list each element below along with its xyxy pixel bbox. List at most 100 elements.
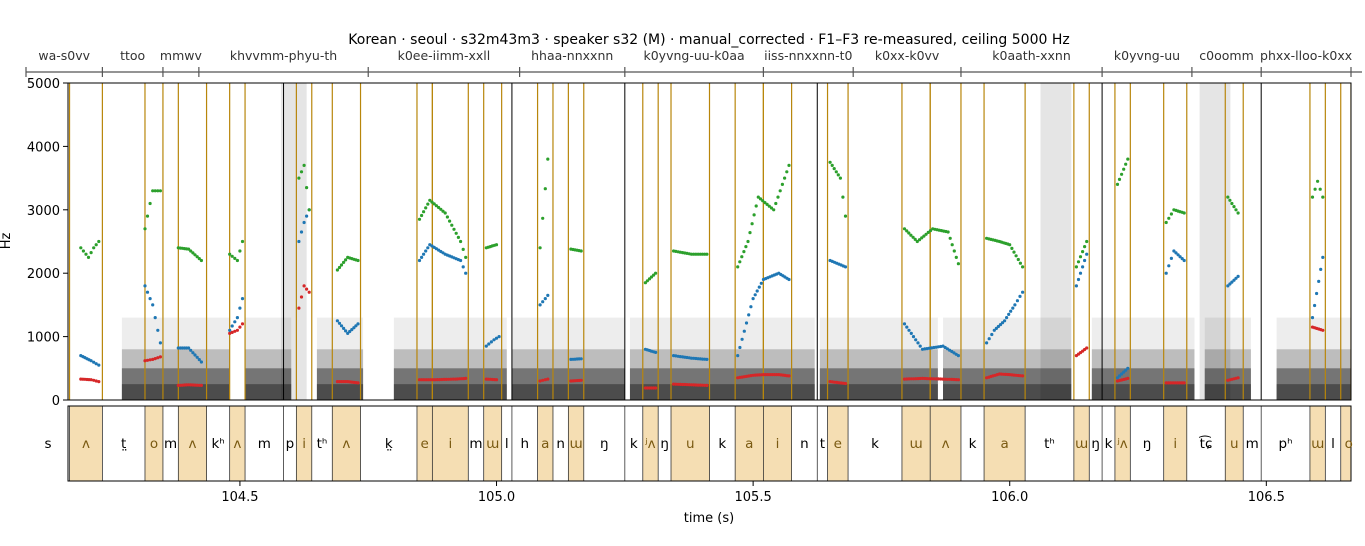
formant-point-f3 (911, 235, 915, 239)
formant-point-f1 (422, 378, 426, 382)
formant-point-f3 (1117, 177, 1122, 181)
formant-point-f2 (1000, 321, 1005, 325)
formant-point-f3 (1228, 198, 1232, 202)
formant-point-f1 (787, 374, 791, 378)
phone-label: i (1173, 436, 1177, 452)
vowel-interval (1163, 406, 1187, 481)
formant-point-f3 (834, 170, 838, 174)
formant-point-f3 (752, 213, 756, 217)
formant-point-f2 (344, 329, 348, 333)
phone-label: ʌ (188, 436, 196, 452)
word-label: phxx-lloo-k0xx (1260, 48, 1352, 63)
y-tick-label: 5000 (27, 77, 60, 92)
formant-point-f2 (464, 271, 468, 275)
word-label: ttoo (120, 48, 145, 63)
formant-point-f1 (934, 377, 938, 381)
formant-point-f3 (464, 255, 468, 259)
formant-point-f1 (843, 381, 848, 386)
formant-point-f3 (780, 182, 785, 186)
formant-point-f3 (754, 204, 758, 208)
formant-point-f2 (956, 354, 961, 358)
spectrogram-band (629, 384, 815, 400)
formant-point-f1 (902, 377, 907, 381)
formant-point-f1 (1169, 381, 1173, 385)
spectrogram-band (1276, 384, 1351, 400)
formant-point-f1 (956, 378, 961, 382)
vowel-interval (901, 406, 931, 481)
formant-point-f2 (191, 351, 195, 355)
formant-point-f3 (339, 263, 344, 267)
y-tick-label: 1000 (27, 331, 60, 346)
formant-point-f2 (744, 321, 749, 325)
formant-point-f3 (1021, 265, 1025, 269)
formant-point-f3 (494, 243, 499, 247)
formant-point-f3 (948, 236, 952, 240)
formant-point-f1 (681, 382, 685, 387)
spectrogram-band (121, 384, 230, 400)
formant-point-f1 (451, 377, 455, 381)
formant-point-f3 (461, 247, 465, 251)
phone-label: i (302, 436, 306, 452)
formant-point-f2 (1230, 280, 1234, 284)
formant-point-f1 (920, 376, 925, 380)
formant-point-f3 (778, 189, 782, 193)
formant-point-f1 (1171, 381, 1175, 385)
formant-point-f2 (738, 345, 742, 350)
formant-point-f2 (305, 214, 309, 218)
formant-point-f3 (1014, 254, 1018, 258)
formant-point-f3 (337, 265, 342, 270)
formant-point-f3 (432, 202, 436, 206)
phone-label: h (520, 436, 529, 452)
phone-label: t̤ (121, 436, 127, 452)
formant-point-f2 (497, 335, 501, 339)
formant-point-f3 (434, 204, 438, 208)
formant-point-f3 (538, 246, 542, 250)
x-tick-label: 106.5 (1248, 490, 1285, 505)
formant-point-f3 (437, 205, 441, 210)
phone-label: ŋ (600, 436, 609, 452)
spectrogram-band (1091, 384, 1195, 400)
formant-point-f2 (1232, 278, 1236, 282)
formant-point-f3 (689, 252, 694, 256)
spectrogram-band (819, 349, 938, 400)
formant-point-f3 (1083, 245, 1087, 249)
vowel-interval (537, 406, 553, 481)
phone-label: ʌ (82, 436, 90, 452)
phone-label: ɯ (569, 436, 582, 452)
formant-point-f3 (335, 268, 339, 272)
vowel-interval (1309, 406, 1326, 481)
formant-point-f1 (356, 381, 360, 385)
formant-point-f3 (783, 176, 787, 180)
phone-boundaries (68, 83, 1351, 400)
formant-point-f3 (89, 251, 93, 255)
formant-point-f1 (145, 358, 150, 362)
formant-tracks (79, 157, 1325, 390)
formant-point-f1 (546, 377, 550, 381)
vowel-interval (296, 406, 312, 481)
formant-point-f3 (189, 249, 193, 253)
spectrogram-band (393, 384, 507, 400)
phone-label: k (969, 436, 977, 452)
formant-point-f1 (440, 377, 444, 382)
formant-point-f1 (228, 331, 232, 335)
formant-point-f2 (302, 220, 306, 225)
formant-point-f1 (927, 377, 931, 381)
vowel-interval (1114, 406, 1131, 481)
formant-point-f3 (344, 258, 348, 262)
formant-point-f3 (1232, 205, 1236, 209)
phone-label: k (1105, 436, 1113, 452)
formant-point-f3 (1167, 216, 1171, 220)
formant-point-f2 (158, 341, 162, 345)
formant-point-f3 (956, 262, 961, 266)
formant-point-f3 (456, 235, 460, 239)
formant-point-f1 (424, 378, 428, 382)
formant-point-f2 (1234, 276, 1238, 280)
formant-point-f1 (94, 379, 98, 383)
word-label: k0aath-xxnn (992, 48, 1071, 63)
formant-point-f1 (158, 355, 162, 359)
formant-point-f2 (342, 326, 346, 330)
phone-label: ʌ (233, 436, 241, 452)
phone-label: k̤ (385, 436, 393, 452)
formant-point-f2 (193, 353, 197, 357)
formant-point-f3 (761, 199, 765, 203)
